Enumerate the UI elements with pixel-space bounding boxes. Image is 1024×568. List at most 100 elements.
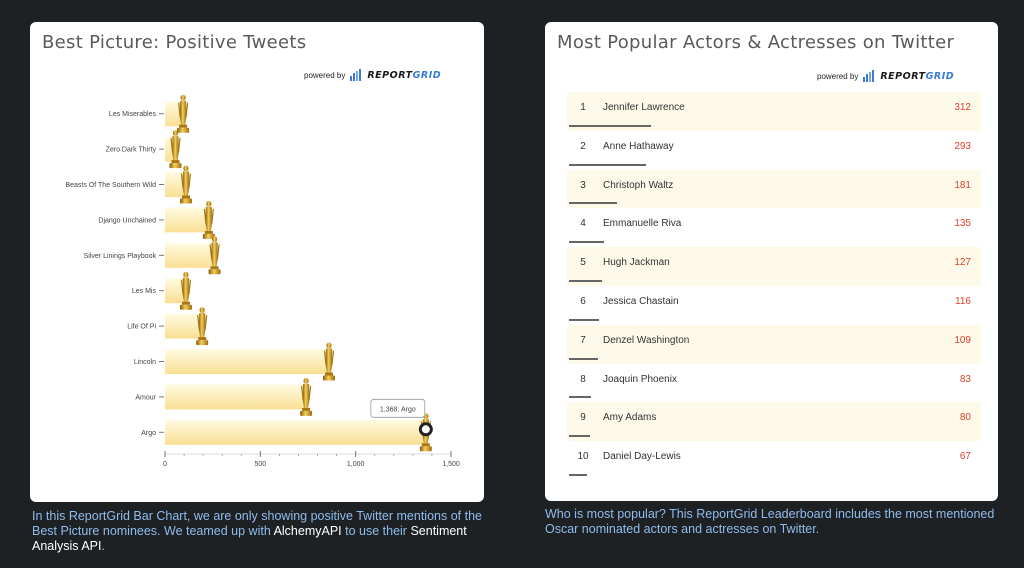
category-label: Zero Dark Thirty [106,147,157,154]
mention-count: 293 [954,140,971,152]
powered-by-label: powered by [817,71,859,81]
bar[interactable] [165,242,215,268]
leaderboard-row[interactable]: 3 Christoph Waltz 181 [567,169,981,209]
leaderboard-row[interactable]: 6 Jessica Chastain 116 [567,285,981,325]
reportgrid-wordmark: REPORTGRID [880,70,955,82]
bar[interactable] [165,207,209,233]
bar[interactable] [165,136,176,162]
actor-name: Emmanuelle Riva [603,218,682,230]
category-label: Lincoln [134,359,156,366]
actor-name: Denzel Washington [603,334,690,346]
popularity-bar [569,124,651,127]
actor-name: Jessica Chastain [603,295,679,307]
bar[interactable] [165,349,329,374]
oscar-statuette-icon [202,200,215,239]
mention-count: 127 [954,257,971,269]
oscar-statuette-icon [169,130,182,169]
rank-number: 1 [580,102,586,113]
highlight-marker[interactable] [418,422,433,437]
leaderboard-row[interactable]: 4 Emmanuelle Riva 135 [567,208,981,248]
category-label: Amour [135,394,156,401]
sentiment-analysis-api-link[interactable]: Sentiment Analysis API [32,524,467,553]
oscar-statuette-icon [196,307,209,346]
x-tick-label: 500 [254,461,266,468]
actor-name: Hugh Jackman [603,257,670,269]
rank-number: 7 [580,334,586,346]
popularity-bar [569,202,617,205]
leaderboard-list: 1 Jennifer Lawrence 312 2 Anne Hathaway 293 3 C… [567,92,981,480]
oscar-statuette-icon [322,342,335,381]
bar[interactable] [165,384,307,410]
popularity-bar [569,241,605,244]
mention-count: 116 [955,295,971,307]
popularity-bar [569,163,646,166]
tooltip-box [370,398,426,418]
actor-name: Anne Hathaway [603,140,674,152]
leaderboard-title: Most Popular Actors & Actresses on Twitt… [557,32,955,53]
category-label: Argo [141,430,156,437]
popularity-bar [569,357,598,360]
mention-count: 135 [954,218,971,230]
mention-count: 83 [959,373,971,385]
powered-by-label: powered by [304,70,346,80]
oscar-statuette-icon [179,271,192,310]
powered-by-badge[interactable]: powered by REPORTGRID [817,70,954,82]
popularity-bar [569,279,603,282]
leaderboard-row[interactable]: 7 Denzel Washington 109 [567,324,981,364]
leaderboard-row[interactable]: 2 Anne Hathaway 293 [567,130,981,170]
popularity-bar [569,435,591,438]
reportgrid-wordmark: REPORTGRID [367,69,442,81]
actor-name: Christoph Waltz [603,179,674,191]
mention-count: 312 [954,102,971,113]
actor-name: Joaquin Phoenix [603,373,677,385]
popularity-bar [569,473,587,476]
x-tick-label: 0 [163,461,167,468]
oscar-statuette-icon [300,377,313,416]
oscar-statuette-icon [177,94,190,133]
popularity-bar [569,396,591,399]
bar[interactable] [165,172,186,197]
bar[interactable] [165,278,186,304]
leaderboard-panel: Most Popular Actors & Actresses on Twitt… [545,22,998,501]
rank-number: 4 [580,218,586,230]
rank-number: 6 [580,295,586,307]
bar-chart: Les Miserables Zero Dark Thirty Beasts Of … [65,94,460,468]
category-label: Les Mis [132,288,157,295]
leaderboard-row[interactable]: 9 Amy Adams 80 [567,402,981,442]
actor-name: Amy Adams [603,412,657,424]
mention-count: 181 [954,179,971,191]
actor-name: Jennifer Lawrence [603,102,685,113]
category-label: Beasts Of The Southern Wild [65,182,156,189]
oscar-statuette-icon [179,165,192,204]
x-tick-label: 1,000 [347,461,365,468]
reportgrid-logo-icon [350,69,362,81]
leaderboard-row[interactable]: 1 Jennifer Lawrence 312 [567,92,981,131]
rank-number: 2 [580,140,586,152]
rank-number: 8 [580,373,586,385]
actor-name: Daniel Day-Lewis [603,451,681,463]
bar-chart-caption: In this ReportGrid Bar Chart, we are onl… [32,509,482,553]
bar[interactable] [165,419,426,445]
bar[interactable] [165,313,203,339]
popularity-bar [569,318,600,321]
powered-by-badge[interactable]: powered by REPORTGRID [304,69,441,81]
oscar-statuette-icon [208,236,221,275]
rank-number: 10 [577,451,589,463]
chart-title: Best Picture: Positive Tweets [42,32,307,53]
alchemyapi-link[interactable]: AlchemyAPI [273,524,342,538]
mention-count: 67 [959,451,971,463]
reportgrid-logo-icon [863,70,875,82]
mention-count: 109 [954,334,971,346]
x-tick-label: 1,500 [442,461,460,468]
leaderboard-caption: Who is most popular? This ReportGrid Lea… [545,507,995,536]
category-label: Life Of Pi [127,324,156,331]
leaderboard-row[interactable]: 5 Hugh Jackman 127 [567,247,981,286]
mention-count: 80 [959,412,971,424]
leaderboard-row[interactable]: 10 Daniel Day-Lewis 67 [567,441,981,480]
leaderboard-row[interactable]: 8 Joaquin Phoenix 83 [567,363,981,403]
rank-number: 3 [580,179,586,191]
category-label: Django Unchained [98,217,156,224]
rank-number: 9 [580,412,586,424]
category-label: Silver Linings Playbook [84,253,157,260]
tooltip-text: 1,368: Argo [380,406,416,413]
